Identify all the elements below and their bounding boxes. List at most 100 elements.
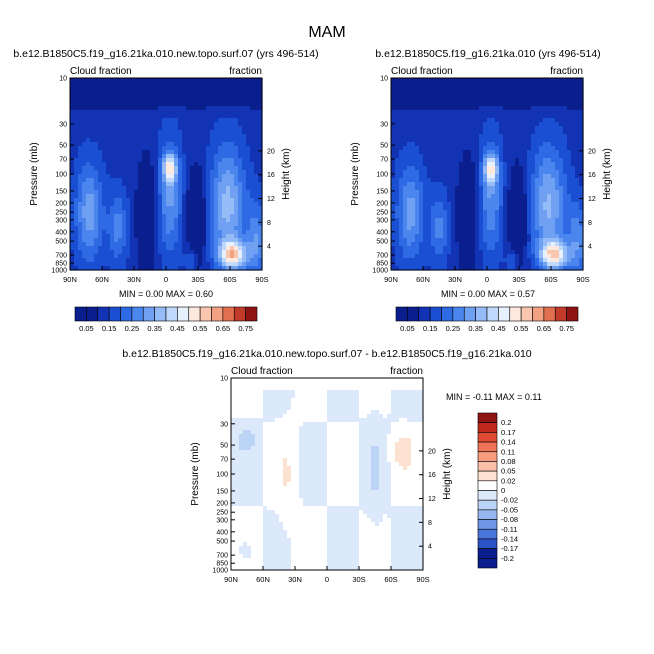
heatmap-cell <box>555 82 560 87</box>
y-tick-label: 50 <box>380 143 388 150</box>
heatmap-cell <box>391 154 396 159</box>
heatmap-cell <box>523 242 528 247</box>
heatmap-cell <box>166 82 171 87</box>
heatmap-cell <box>407 90 412 95</box>
heatmap-cell <box>258 174 263 179</box>
colorbar-box <box>74 306 87 322</box>
heatmap-cell <box>234 122 239 127</box>
heatmap-cell <box>94 262 99 267</box>
heatmap-cell <box>206 114 211 119</box>
heatmap-cell <box>575 158 580 163</box>
heatmap-cell <box>435 234 440 239</box>
heatmap-cell <box>74 206 79 211</box>
heatmap-cell <box>459 174 464 179</box>
heatmap-cell <box>90 182 95 187</box>
heatmap-cell <box>246 134 251 139</box>
heatmap-cell <box>138 246 143 251</box>
heatmap-cell <box>158 178 163 183</box>
heatmap-cell <box>535 246 540 251</box>
heatmap-cell <box>455 106 460 111</box>
heatmap-cell <box>471 130 476 135</box>
heatmap-cell <box>463 78 468 83</box>
heatmap-cell <box>90 82 95 87</box>
heatmap-cell <box>547 126 552 131</box>
heatmap-cell <box>427 146 432 151</box>
heatmap-cell <box>118 102 123 107</box>
heatmap-cell <box>206 110 211 115</box>
heatmap-cell <box>98 242 103 247</box>
heatmap-cell <box>154 106 159 111</box>
heatmap-cell <box>190 82 195 87</box>
heatmap-cell <box>427 150 432 155</box>
heatmap-cell <box>515 126 520 131</box>
heatmap-cell <box>447 242 452 247</box>
heatmap-cell <box>523 258 528 263</box>
heatmap-cell <box>218 182 223 187</box>
heatmap-cell <box>222 94 227 99</box>
heatmap-cell <box>114 214 119 219</box>
heatmap-cell <box>206 218 211 223</box>
heatmap-cell <box>579 194 584 199</box>
heatmap-cell <box>555 78 560 83</box>
heatmap-cell <box>575 138 580 143</box>
heatmap-cell <box>214 182 219 187</box>
heatmap-cell <box>246 130 251 135</box>
heatmap-cell <box>543 206 548 211</box>
heatmap-cell <box>375 378 380 383</box>
heatmap-cell <box>162 174 167 179</box>
heatmap-cell <box>90 234 95 239</box>
heatmap-cell <box>503 138 508 143</box>
y2-tick-label: 12 <box>267 196 275 203</box>
heatmap-cell <box>431 126 436 131</box>
heatmap-cell <box>463 254 468 259</box>
heatmap-cell <box>383 390 388 395</box>
heatmap-cell <box>567 218 572 223</box>
heatmap-cell <box>403 178 408 183</box>
heatmap-cell <box>495 186 500 191</box>
heatmap-cell <box>535 122 540 127</box>
heatmap-cell <box>74 130 79 135</box>
heatmap-cell <box>395 106 400 111</box>
heatmap-cell <box>150 190 155 195</box>
heatmap-cell <box>170 130 175 135</box>
heatmap-cell <box>110 138 115 143</box>
heatmap-cell <box>467 190 472 195</box>
heatmap-cell <box>447 186 452 191</box>
heatmap-cell <box>539 126 544 131</box>
heatmap-cell <box>563 118 568 123</box>
heatmap-cell <box>154 154 159 159</box>
heatmap-cell <box>146 130 151 135</box>
heatmap-cell <box>138 150 143 155</box>
heatmap-cell <box>463 246 468 251</box>
heatmap-cell <box>190 234 195 239</box>
heatmap-cell <box>206 222 211 227</box>
heatmap-cell <box>186 94 191 99</box>
heatmap-cell <box>499 250 504 255</box>
heatmap-cell <box>403 170 408 175</box>
heatmap-cell <box>435 166 440 171</box>
heatmap-cell <box>243 378 248 383</box>
heatmap-cell <box>479 150 484 155</box>
heatmap-cell <box>435 266 440 271</box>
heatmap-cell <box>459 106 464 111</box>
heatmap-cell <box>271 390 276 395</box>
heatmap-cell <box>491 162 496 167</box>
heatmap-cell <box>251 386 256 391</box>
heatmap-cell <box>234 206 239 211</box>
heatmap-cell <box>579 130 584 135</box>
heatmap-cell <box>455 262 460 267</box>
heatmap-cell <box>102 198 107 203</box>
heatmap-cell <box>70 258 75 263</box>
heatmap-cell <box>158 138 163 143</box>
heatmap-cell <box>186 202 191 207</box>
heatmap-cell <box>519 234 524 239</box>
heatmap-cell <box>146 194 151 199</box>
heatmap-cell <box>575 206 580 211</box>
heatmap-cell <box>475 154 480 159</box>
heatmap-cell <box>483 242 488 247</box>
heatmap-cell <box>383 382 388 387</box>
heatmap-cell <box>166 186 171 191</box>
heatmap-cell <box>499 110 504 115</box>
heatmap-cell <box>395 234 400 239</box>
heatmap-cell <box>483 258 488 263</box>
